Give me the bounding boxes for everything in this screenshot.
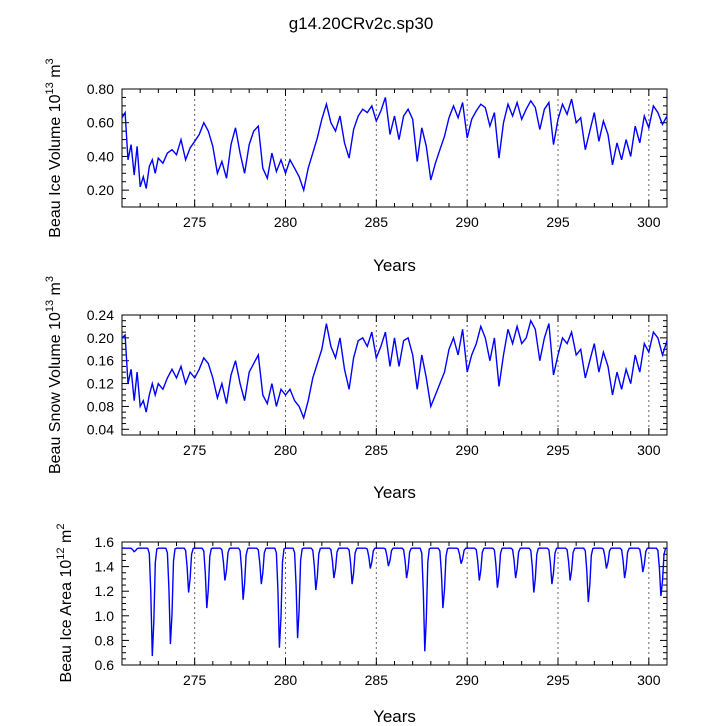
- y-axis-label-unit-exponent: 3: [44, 276, 56, 282]
- x-tick-label: 290: [455, 442, 479, 458]
- y-tick-label: 1.6: [95, 534, 115, 550]
- y-tick-label: 0.40: [87, 148, 114, 164]
- y-axis-label-main: Beau Snow Volume 10: [47, 312, 64, 474]
- x-tick-label: 295: [546, 214, 570, 230]
- x-tick-labels: 275 280 285 290 295 300: [183, 672, 661, 688]
- y-tick-label: 0.24: [87, 307, 114, 323]
- x-axis-label: Years: [373, 483, 416, 502]
- x-tick-label: 300: [637, 672, 661, 688]
- panel-ice-volume: 275 280 285 290 295 300 0.20 0.40 0.60 0.80 Year…: [44, 58, 668, 275]
- y-tick-labels: 0.6 0.8 1.0 1.2 1.4 1.6: [95, 534, 115, 673]
- series-line-ice-volume: [121, 97, 668, 193]
- y-tick-label: 1.0: [95, 608, 115, 624]
- x-tick-label: 275: [183, 672, 207, 688]
- y-tick-label: 0.12: [87, 376, 114, 392]
- y-tick-labels: 0.04 0.08 0.12 0.16 0.20 0.24: [87, 307, 114, 437]
- y-axis-label: Beau Snow Volume 1013 m3: [44, 276, 64, 474]
- x-axis-label: Years: [373, 707, 416, 726]
- panel-snow-volume: 275 280 285 290 295 300 0.040.080.120.160.200…: [44, 276, 668, 502]
- y-axis-label-exponent: 13: [44, 82, 56, 94]
- axis-ticks: [121, 88, 668, 208]
- x-tick-label: 290: [455, 214, 479, 230]
- y-axis-label-main: Beau Ice Area 10: [58, 560, 75, 683]
- x-axis-label: Years: [373, 256, 416, 275]
- y-tick-labels: 0.20 0.40 0.60 0.80: [87, 81, 114, 198]
- x-tick-label: 275: [183, 214, 207, 230]
- x-tick-label: 275: [183, 442, 207, 458]
- x-tick-label: 280: [274, 672, 298, 688]
- x-gridlines: [194, 315, 650, 435]
- x-tick-labels: 275 280 285 290 295 300: [183, 214, 661, 230]
- x-tick-label: 285: [365, 214, 389, 230]
- axis-ticks: [121, 541, 668, 666]
- series-line-snow-volume: [121, 318, 668, 421]
- x-tick-label: 285: [365, 442, 389, 458]
- y-axis-label-unit: m: [47, 64, 64, 82]
- y-axis-label-unit-exponent: 2: [55, 524, 67, 530]
- panel-ice-area: 275 280 285 290 295 300 0.6 0.8 1.0 1.2 1.4 1.6 Ye…: [55, 524, 668, 726]
- y-axis-label-unit-exponent: 3: [44, 58, 56, 64]
- y-axis-label: Beau Ice Volume 1013 m3: [44, 58, 64, 237]
- y-tick-label: 0.6: [95, 657, 115, 673]
- y-axis-label-exponent: 12: [55, 547, 67, 559]
- y-tick-label: 0.8: [95, 632, 115, 648]
- x-tick-label: 285: [365, 672, 389, 688]
- figure-title: g14.20CRv2c.sp30: [289, 14, 434, 33]
- x-tick-label: 295: [546, 442, 570, 458]
- y-tick-label: 0.08: [87, 398, 114, 414]
- y-tick-label: 0.04: [87, 421, 114, 437]
- y-axis-label-main: Beau Ice Volume 10: [47, 94, 64, 237]
- x-tick-label: 280: [274, 442, 298, 458]
- y-tick-label: 0.20: [87, 182, 114, 198]
- x-tick-label: 300: [637, 442, 661, 458]
- y-tick-label: 1.4: [95, 559, 115, 575]
- x-tick-label: 300: [637, 214, 661, 230]
- axis-ticks: [121, 314, 668, 436]
- x-gridlines: [194, 542, 650, 665]
- y-tick-label: 0.20: [87, 330, 114, 346]
- series-line-ice-area: [122, 547, 668, 657]
- y-tick-label: 0.16: [87, 353, 114, 369]
- x-tick-label: 280: [274, 214, 298, 230]
- x-tick-label: 290: [455, 672, 479, 688]
- y-axis-label: Beau Ice Area 1012 m2: [55, 524, 75, 683]
- y-axis-label-unit: m: [47, 282, 64, 300]
- x-gridlines: [194, 89, 650, 207]
- x-tick-label: 295: [546, 672, 570, 688]
- y-tick-label: 0.80: [87, 81, 114, 97]
- y-tick-label: 1.2: [95, 583, 115, 599]
- y-tick-label: 0.60: [87, 115, 114, 131]
- y-axis-label-exponent: 13: [44, 300, 56, 312]
- x-tick-labels: 275 280 285 290 295 300: [183, 442, 661, 458]
- y-axis-label-unit: m: [58, 530, 75, 548]
